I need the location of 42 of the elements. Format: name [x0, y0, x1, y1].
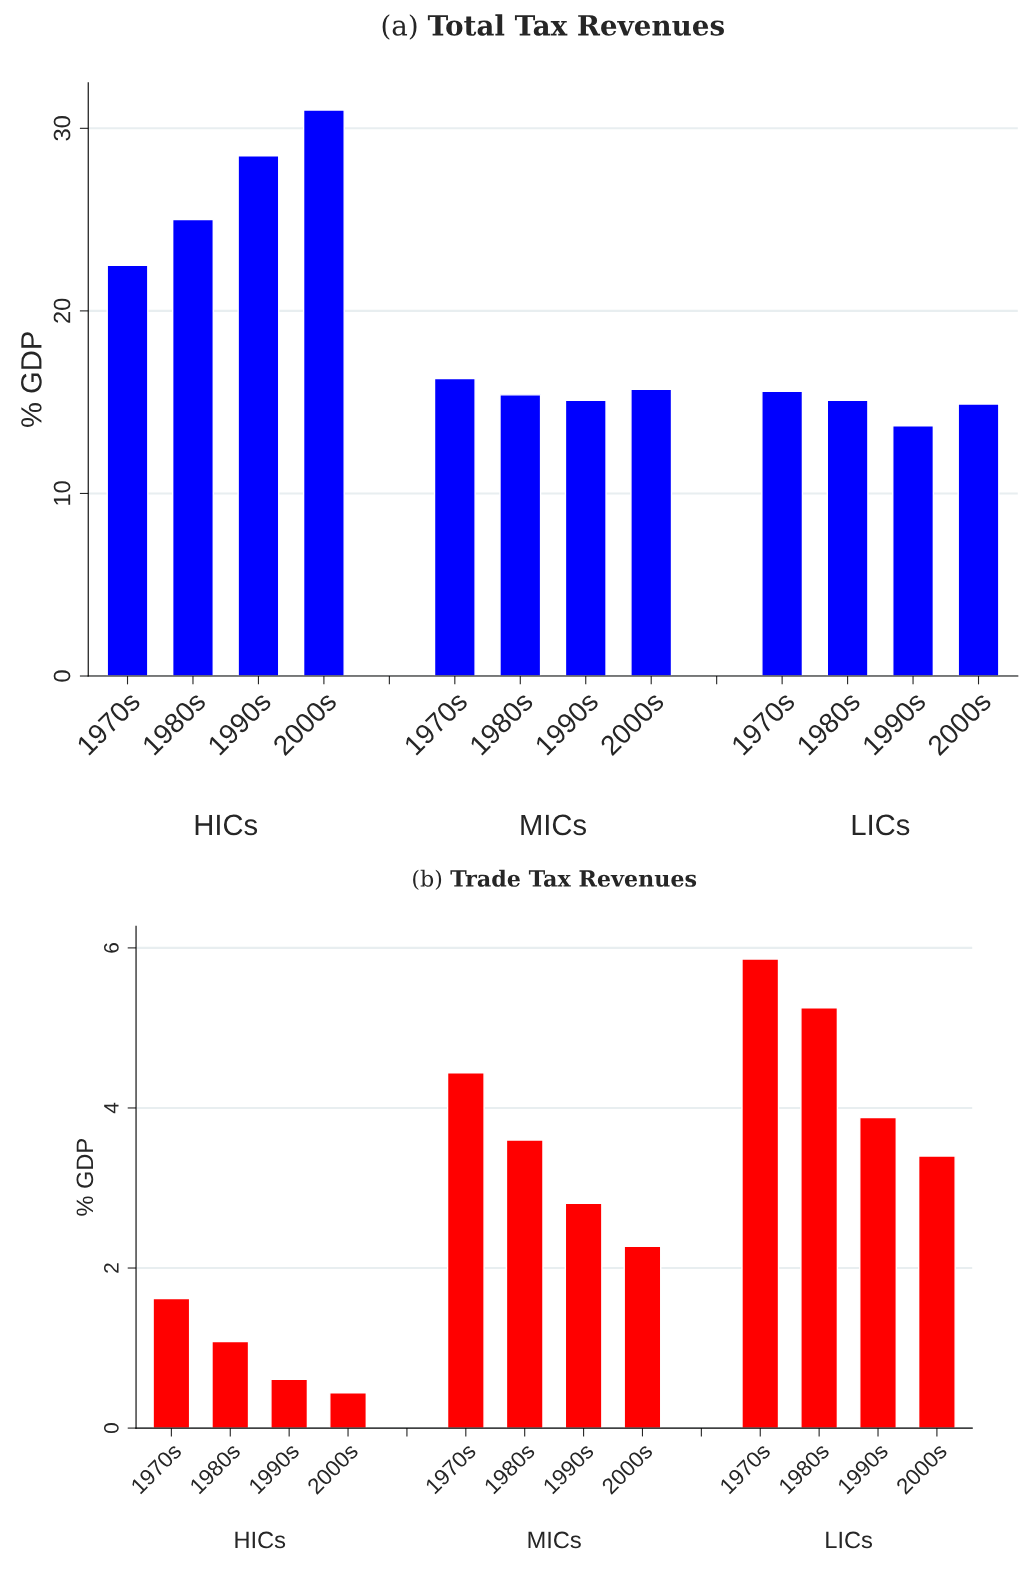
bar [505, 1139, 544, 1429]
bar [329, 1392, 367, 1429]
bar [106, 264, 149, 677]
y-tick-label: 2 [103, 1263, 119, 1273]
y-tick-label: 4 [104, 1102, 119, 1114]
bar [152, 1297, 191, 1429]
bar [761, 390, 804, 677]
y-tick-label: 6 [103, 943, 119, 953]
y-axis-title: % GDP [21, 332, 42, 427]
bar [302, 109, 345, 677]
text: MICs [528, 1531, 581, 1549]
bar [892, 425, 935, 677]
bar [826, 399, 869, 677]
text: LICs [826, 1531, 872, 1549]
chart-title: (a) Total Tax Revenues [382, 14, 724, 40]
bar [446, 1072, 485, 1429]
bar [741, 958, 780, 1429]
text: MICs [521, 814, 586, 836]
bar [623, 1245, 662, 1429]
text: LICs [852, 814, 910, 836]
y-axis-title: % GDP [76, 1139, 94, 1216]
bar [630, 388, 673, 677]
bar [270, 1378, 309, 1429]
bar [564, 1202, 603, 1429]
bar [171, 218, 214, 677]
y-tick-label: 0 [103, 1423, 119, 1434]
y-tick-label: 30 [53, 116, 71, 141]
y-tick-label: 10 [53, 481, 71, 505]
chart-title: (b) Trade Tax Revenues [413, 869, 697, 890]
bar [237, 155, 280, 677]
y-tick-label: 20 [53, 298, 71, 323]
bar [499, 394, 542, 677]
text: HICs [195, 814, 258, 836]
bar [917, 1155, 956, 1429]
bar [211, 1340, 250, 1429]
bar [957, 403, 1000, 677]
bar [433, 377, 476, 677]
y-tick-label: 0 [53, 670, 71, 682]
bar [800, 1007, 839, 1429]
text: HICs [235, 1531, 286, 1549]
bar [564, 399, 607, 677]
bar [859, 1116, 897, 1429]
